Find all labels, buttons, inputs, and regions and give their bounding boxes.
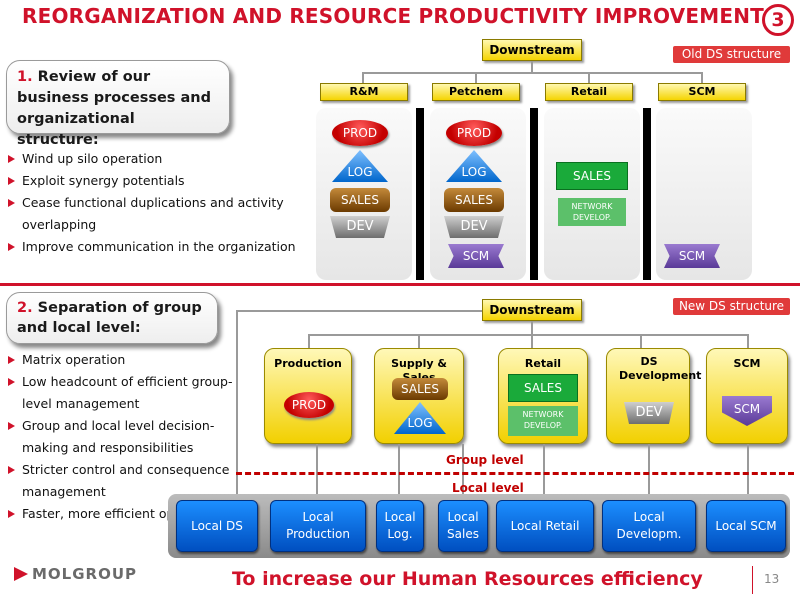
separation-heading: Separation of group and local level: bbox=[17, 300, 202, 336]
old-col-petchem: Petchem bbox=[432, 83, 520, 101]
old-structure-label: Old DS structure bbox=[673, 46, 790, 63]
connector bbox=[362, 72, 364, 84]
separation-bullet-list: Matrix operation Low headcount of effici… bbox=[6, 349, 238, 525]
connector bbox=[531, 334, 533, 348]
connector bbox=[236, 310, 238, 496]
connector bbox=[747, 334, 749, 348]
old-root-downstream: Downstream bbox=[482, 39, 582, 61]
separation-bullet: Low headcount of efficient group-level m… bbox=[6, 371, 238, 415]
page-number: 13 bbox=[764, 572, 780, 586]
connector bbox=[462, 444, 464, 496]
logo-text: MOLGROUP bbox=[32, 565, 138, 583]
sales-box: SALES bbox=[444, 188, 504, 212]
scm-shape: SCM bbox=[664, 244, 720, 268]
connector bbox=[747, 444, 749, 496]
connector bbox=[316, 444, 318, 496]
page-title: REORGANIZATION AND RESOURCE PRODUCTIVITY… bbox=[22, 4, 764, 28]
old-col-rm: R&M bbox=[320, 83, 408, 101]
section-number-badge: 3 bbox=[762, 4, 794, 36]
separation-heading-box: 2. Separation of group and local level: bbox=[6, 292, 218, 344]
separation-bullet: Matrix operation bbox=[6, 349, 238, 371]
review-bullet: Improve communication in the organizatio… bbox=[6, 236, 306, 258]
connector bbox=[648, 444, 650, 496]
dev-shape: DEV bbox=[624, 402, 674, 424]
old-col-retail-panel bbox=[544, 108, 640, 280]
network-develop-box: NETWORK DEVELOP. bbox=[508, 406, 578, 436]
connector bbox=[308, 334, 310, 348]
column-separator bbox=[530, 108, 538, 280]
unit-title: Retail bbox=[524, 357, 562, 370]
connector bbox=[531, 321, 533, 335]
sales-green-box: SALES bbox=[508, 374, 578, 402]
connector bbox=[398, 444, 400, 496]
separation-bullet: Group and local level decision-making an… bbox=[6, 415, 238, 459]
review-heading-box: 1. Review of our business processes and … bbox=[6, 60, 230, 148]
local-log-box: Local Log. bbox=[376, 500, 424, 552]
connector bbox=[308, 334, 748, 336]
connector bbox=[236, 310, 482, 312]
connector bbox=[362, 72, 702, 74]
new-structure-label: New DS structure bbox=[673, 298, 790, 315]
local-scm-box: Local SCM bbox=[706, 500, 786, 552]
connector bbox=[531, 61, 533, 73]
connector bbox=[640, 334, 642, 348]
unit-ds-development: DS Development bbox=[606, 348, 702, 444]
column-separator bbox=[416, 108, 424, 280]
level-dashed-line bbox=[236, 472, 794, 475]
column-separator bbox=[643, 108, 651, 280]
old-col-scm: SCM bbox=[658, 83, 746, 101]
connector bbox=[475, 72, 477, 84]
connector bbox=[588, 72, 590, 84]
separation-number: 2. bbox=[17, 300, 33, 316]
review-bullet: Exploit synergy potentials bbox=[6, 170, 306, 192]
dev-shape: DEV bbox=[444, 216, 504, 238]
review-number: 1. bbox=[17, 69, 33, 85]
prod-oval: PROD bbox=[332, 120, 388, 146]
logo-arrow-icon bbox=[14, 567, 28, 581]
unit-title: DS Development bbox=[619, 355, 702, 382]
new-root-downstream: Downstream bbox=[482, 299, 582, 321]
unit-title: SCM bbox=[733, 357, 761, 370]
local-ds-box: Local DS bbox=[176, 500, 258, 552]
footer-divider bbox=[752, 566, 753, 594]
local-production-box: Local Production bbox=[270, 500, 366, 552]
connector bbox=[701, 72, 703, 84]
local-retail-box: Local Retail bbox=[496, 500, 594, 552]
unit-title: Production bbox=[274, 357, 342, 370]
review-bullet: Wind up silo operation bbox=[6, 148, 306, 170]
local-developm-box: Local Developm. bbox=[602, 500, 696, 552]
separation-bullet: Stricter control and consequence managem… bbox=[6, 459, 238, 503]
local-sales-box: Local Sales bbox=[438, 500, 488, 552]
local-level-label: Local level bbox=[452, 481, 524, 495]
connector bbox=[543, 444, 545, 496]
review-bullet: Cease functional duplications and activi… bbox=[6, 192, 306, 236]
prod-oval: PROD bbox=[284, 392, 334, 418]
sales-green-box: SALES bbox=[556, 162, 628, 190]
review-bullet-list: Wind up silo operation Exploit synergy p… bbox=[6, 148, 306, 258]
network-develop-box: NETWORK DEVELOP. bbox=[558, 198, 626, 226]
sales-box: SALES bbox=[392, 378, 448, 400]
section-divider bbox=[0, 283, 800, 286]
group-level-label: Group level bbox=[446, 453, 524, 467]
connector bbox=[418, 334, 420, 348]
scm-shape: SCM bbox=[448, 244, 504, 268]
dev-shape: DEV bbox=[330, 216, 390, 238]
tagline: To increase our Human Resources efficien… bbox=[232, 568, 703, 590]
review-heading: Review of our business processes and org… bbox=[17, 69, 211, 148]
company-logo: MOLGROUP bbox=[14, 565, 137, 583]
prod-oval: PROD bbox=[446, 120, 502, 146]
sales-box: SALES bbox=[330, 188, 390, 212]
old-col-retail: Retail bbox=[545, 83, 633, 101]
